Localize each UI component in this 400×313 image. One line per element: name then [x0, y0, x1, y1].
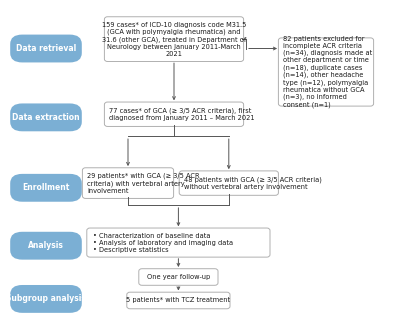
Text: • Characterization of baseline data
• Analysis of laboratory and imaging data
• : • Characterization of baseline data • An…	[93, 233, 233, 253]
FancyBboxPatch shape	[10, 174, 82, 202]
Text: 82 patients excluded for
incomplete ACR criteria
(n=34), diagnosis made at
other: 82 patients excluded for incomplete ACR …	[283, 36, 372, 108]
Text: Data retrieval: Data retrieval	[16, 44, 76, 53]
Text: 77 cases* of GCA (≥ 3/5 ACR criteria), first
diagnosed from January 2011 – March: 77 cases* of GCA (≥ 3/5 ACR criteria), f…	[109, 107, 255, 121]
FancyBboxPatch shape	[10, 35, 82, 63]
FancyBboxPatch shape	[10, 232, 82, 260]
FancyBboxPatch shape	[87, 228, 270, 257]
FancyBboxPatch shape	[127, 292, 230, 309]
FancyBboxPatch shape	[278, 38, 374, 106]
Text: Enrollment: Enrollment	[22, 183, 70, 192]
Text: One year follow-up: One year follow-up	[147, 274, 210, 280]
Text: 48 patients with GCA (≥ 3/5 ACR criteria)
without vertebral artery involvement: 48 patients with GCA (≥ 3/5 ACR criteria…	[184, 176, 322, 190]
FancyBboxPatch shape	[10, 285, 82, 313]
Text: Data extraction: Data extraction	[12, 113, 80, 122]
FancyBboxPatch shape	[10, 104, 82, 131]
Text: Analysis: Analysis	[28, 241, 64, 250]
FancyBboxPatch shape	[82, 168, 174, 198]
Text: Subgroup analysis: Subgroup analysis	[6, 295, 86, 303]
Text: 159 cases* of ICD-10 diagnosis code M31.5
(GCA with polymyalgia rheumatica) and
: 159 cases* of ICD-10 diagnosis code M31.…	[102, 22, 246, 57]
FancyBboxPatch shape	[104, 17, 244, 61]
FancyBboxPatch shape	[139, 269, 218, 285]
FancyBboxPatch shape	[104, 102, 244, 126]
FancyBboxPatch shape	[179, 171, 278, 195]
Text: 5 patients* with TCZ treatment: 5 patients* with TCZ treatment	[126, 297, 230, 304]
Text: 29 patients* with GCA (≥ 3/5 ACR
criteria) with vertebral artery
involvement: 29 patients* with GCA (≥ 3/5 ACR criteri…	[87, 172, 200, 194]
